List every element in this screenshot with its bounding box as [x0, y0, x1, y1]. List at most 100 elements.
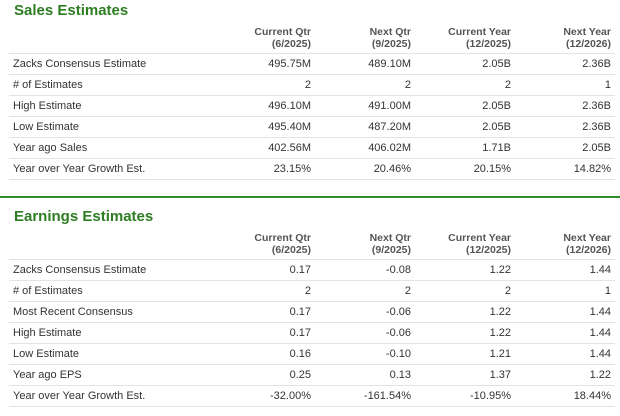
table-header-row: Current Qtr (6/2025) Next Qtr (9/2025) Cur… [9, 228, 615, 260]
table-cell-value: 0.17 [205, 301, 315, 323]
table-cell-value: 402.56M [205, 137, 315, 159]
table-cell-value: 1 [515, 74, 615, 96]
table-row: # of Estimates 2 2 2 1 [9, 280, 615, 302]
table-cell-value: 1 [515, 280, 615, 302]
row-label: Year ago EPS [9, 364, 205, 386]
table-cell-value: 1.22 [415, 322, 515, 344]
row-label: Most Recent Consensus [9, 301, 205, 323]
column-header-date: (12/2025) [466, 38, 511, 50]
column-header: Next Year (12/2026) [515, 228, 615, 260]
table-row: Year over Year Growth Est. 23.15% 20.46% 20… [9, 158, 615, 180]
table-row: Low Estimate 495.40M 487.20M 2.05B 2.36B [9, 116, 615, 138]
table-row: Zacks Consensus Estimate 495.75M 489.10M 2.… [9, 53, 615, 75]
column-header-date: (12/2026) [566, 38, 611, 50]
row-label: Zacks Consensus Estimate [9, 259, 205, 281]
table-cell-value: 0.25 [205, 364, 315, 386]
table-cell-value: 495.75M [205, 53, 315, 75]
table-cell-value: 20.46% [315, 158, 415, 180]
table-cell-value: 2 [315, 74, 415, 96]
table-cell-value: 2.05B [515, 137, 615, 159]
table-cell-value: 18.44% [515, 385, 615, 407]
column-header: Next Qtr (9/2025) [315, 228, 415, 260]
column-header-period: Next Year [563, 232, 611, 244]
table-cell-value: 406.02M [315, 137, 415, 159]
earnings-estimates-table: Current Qtr (6/2025) Next Qtr (9/2025) Cur… [9, 228, 615, 407]
table-cell-value: 2 [205, 74, 315, 96]
column-header-date: (12/2025) [466, 244, 511, 256]
sales-estimates-section: Sales Estimates Current Qtr (6/2025) Next… [0, 0, 620, 180]
table-cell-value: 1.22 [515, 364, 615, 386]
column-header: Current Year (12/2025) [415, 22, 515, 54]
column-header-blank [9, 22, 205, 54]
table-cell-value: 2.05B [415, 116, 515, 138]
table-cell-value: 496.10M [205, 95, 315, 117]
table-cell-value: 23.15% [205, 158, 315, 180]
table-cell-value: 1.44 [515, 343, 615, 365]
column-header-period: Next Qtr [369, 26, 411, 38]
table-cell-value: 2.36B [515, 95, 615, 117]
table-cell-value: 1.37 [415, 364, 515, 386]
row-label: High Estimate [9, 95, 205, 117]
column-header-date: (9/2025) [371, 38, 411, 50]
table-row: Year ago EPS 0.25 0.13 1.37 1.22 [9, 364, 615, 386]
table-cell-value: 1.44 [515, 301, 615, 323]
table-cell-value: 14.82% [515, 158, 615, 180]
column-header: Current Year (12/2025) [415, 228, 515, 260]
table-cell-value: 2 [315, 280, 415, 302]
column-header-period: Current Qtr [254, 26, 311, 38]
table-cell-value: 1.22 [415, 301, 515, 323]
table-cell-value: 2.36B [515, 53, 615, 75]
table-cell-value: 2 [205, 280, 315, 302]
row-label: # of Estimates [9, 280, 205, 302]
table-cell-value: 487.20M [315, 116, 415, 138]
table-cell-value: 2.36B [515, 116, 615, 138]
table-cell-value: -0.06 [315, 301, 415, 323]
table-cell-value: -32.00% [205, 385, 315, 407]
table-cell-value: 495.40M [205, 116, 315, 138]
table-cell-value: 2.05B [415, 53, 515, 75]
column-header: Next Qtr (9/2025) [315, 22, 415, 54]
table-cell-value: 1.71B [415, 137, 515, 159]
column-header-date: (6/2025) [271, 38, 311, 50]
table-cell-value: 1.22 [415, 259, 515, 281]
table-row: Year over Year Growth Est. -32.00% -161.54… [9, 385, 615, 407]
table-row: Year ago Sales 402.56M 406.02M 1.71B 2.05B [9, 137, 615, 159]
table-header-row: Current Qtr (6/2025) Next Qtr (9/2025) Cur… [9, 22, 615, 54]
table-cell-value: 0.13 [315, 364, 415, 386]
row-label: Year over Year Growth Est. [9, 385, 205, 407]
table-cell-value: 20.15% [415, 158, 515, 180]
table-cell-value: 0.17 [205, 259, 315, 281]
column-header-period: Current Year [448, 232, 511, 244]
column-header: Next Year (12/2026) [515, 22, 615, 54]
table-cell-value: 1.21 [415, 343, 515, 365]
table-row: Low Estimate 0.16 -0.10 1.21 1.44 [9, 343, 615, 365]
table-row: # of Estimates 2 2 2 1 [9, 74, 615, 96]
column-header-period: Next Year [563, 26, 611, 38]
column-header-date: (12/2026) [566, 244, 611, 256]
table-cell-value: -0.08 [315, 259, 415, 281]
row-label: # of Estimates [9, 74, 205, 96]
table-row: Most Recent Consensus 0.17 -0.06 1.22 1.44 [9, 301, 615, 323]
table-cell-value: 491.00M [315, 95, 415, 117]
earnings-estimates-section: Earnings Estimates Current Qtr (6/2025) N… [0, 196, 620, 407]
row-label: Year over Year Growth Est. [9, 158, 205, 180]
table-cell-value: 489.10M [315, 53, 415, 75]
row-label: Low Estimate [9, 116, 205, 138]
column-header-date: (6/2025) [271, 244, 311, 256]
row-label: Low Estimate [9, 343, 205, 365]
table-cell-value: 1.44 [515, 322, 615, 344]
column-header-blank [9, 228, 205, 260]
table-cell-value: 2 [415, 74, 515, 96]
table-row: High Estimate 0.17 -0.06 1.22 1.44 [9, 322, 615, 344]
table-cell-value: 2.05B [415, 95, 515, 117]
table-cell-value: -0.10 [315, 343, 415, 365]
column-header-date: (9/2025) [371, 244, 411, 256]
column-header: Current Qtr (6/2025) [205, 228, 315, 260]
table-cell-value: -0.06 [315, 322, 415, 344]
table-cell-value: 1.44 [515, 259, 615, 281]
section-title: Earnings Estimates [14, 208, 154, 225]
column-header-period: Next Qtr [369, 232, 411, 244]
section-title: Sales Estimates [14, 2, 129, 19]
table-cell-value: 0.16 [205, 343, 315, 365]
table-row: High Estimate 496.10M 491.00M 2.05B 2.36B [9, 95, 615, 117]
